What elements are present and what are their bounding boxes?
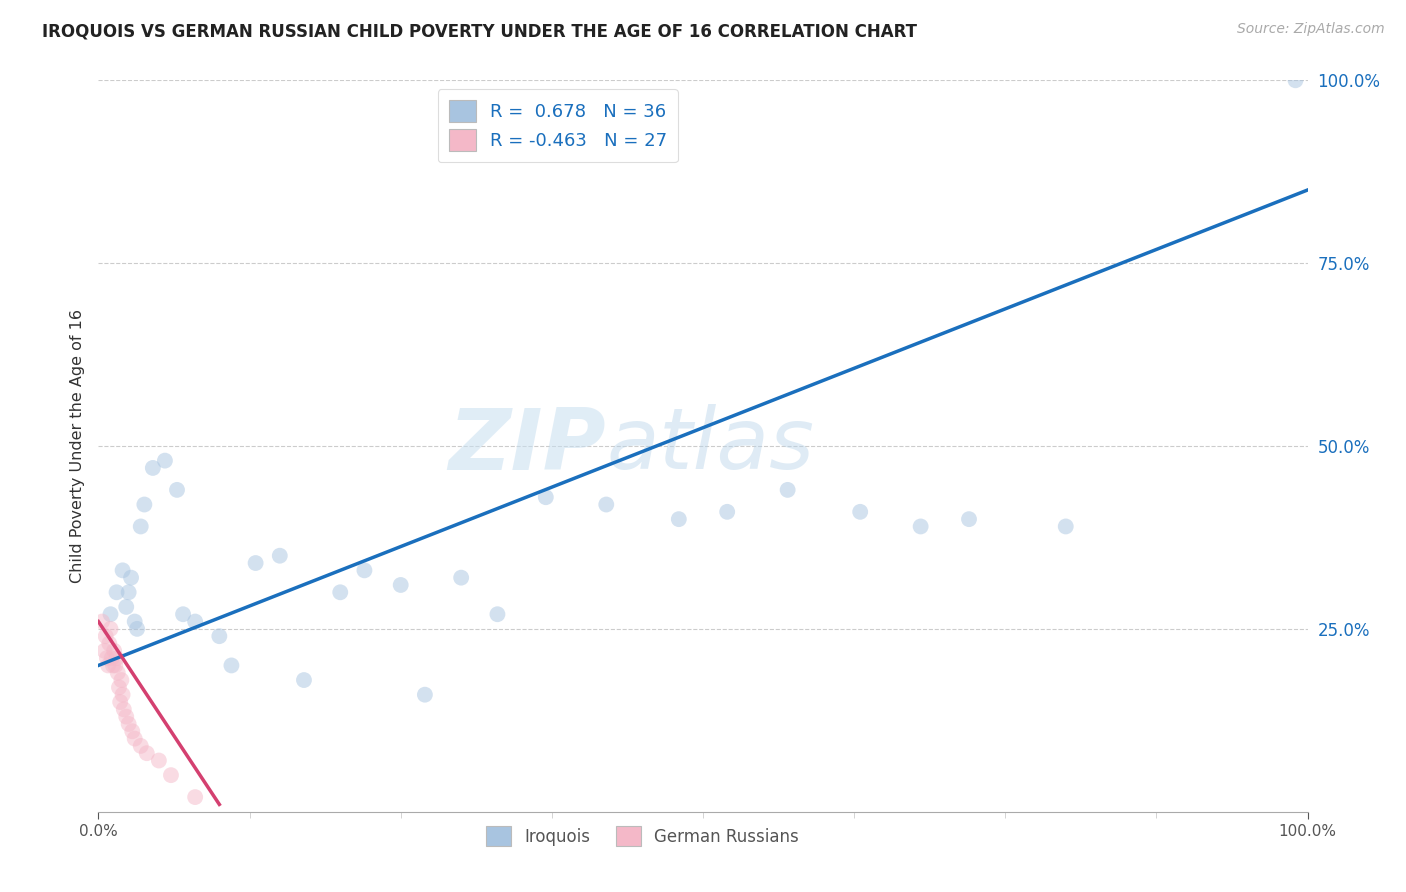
Point [124,731,146,746]
Point [103,644,125,658]
Point [329,585,352,599]
Point [135,746,157,760]
Point [172,607,194,622]
Point [105,651,128,665]
Point [221,658,243,673]
Point [129,519,152,533]
Point [118,717,141,731]
Point [97,658,120,673]
Point [292,673,315,687]
Point [910,519,932,533]
Point [93,644,115,658]
Point [101,658,124,673]
Point [269,549,291,563]
Point [245,556,267,570]
Point [105,585,128,599]
Point [184,790,207,805]
Point [208,629,231,643]
Point [353,563,375,577]
Point [100,607,122,622]
Point [108,695,131,709]
Point [184,615,207,629]
Point [121,724,143,739]
Point [98,636,121,650]
Point [100,651,122,665]
Point [486,607,509,622]
Point [148,754,170,768]
Point [142,461,165,475]
Point [668,512,690,526]
Legend: Iroquois, German Russians: Iroquois, German Russians [478,818,807,855]
Point [100,622,122,636]
Point [108,681,131,695]
Point [94,629,117,643]
Point [112,702,135,716]
Point [134,498,156,512]
Point [127,622,149,636]
Point [129,739,152,753]
Point [111,563,134,577]
Point [96,651,118,665]
Text: atlas: atlas [606,404,814,488]
Point [776,483,799,497]
Point [1284,73,1306,87]
Point [153,453,176,467]
Point [595,498,617,512]
Point [124,615,146,629]
Point [110,673,132,687]
Point [91,615,114,629]
Point [115,709,138,723]
Point [118,585,141,599]
Point [413,688,436,702]
Text: Source: ZipAtlas.com: Source: ZipAtlas.com [1237,22,1385,37]
Point [166,483,188,497]
Y-axis label: Child Poverty Under the Age of 16: Child Poverty Under the Age of 16 [69,309,84,583]
Point [120,571,142,585]
Point [450,571,472,585]
Point [534,490,557,504]
Point [115,599,138,614]
Text: IROQUOIS VS GERMAN RUSSIAN CHILD POVERTY UNDER THE AGE OF 16 CORRELATION CHART: IROQUOIS VS GERMAN RUSSIAN CHILD POVERTY… [42,22,917,40]
Text: ZIP: ZIP [449,404,606,488]
Point [111,688,134,702]
Point [107,665,129,680]
Point [104,658,127,673]
Point [957,512,980,526]
Point [716,505,738,519]
Point [160,768,183,782]
Point [849,505,872,519]
Point [389,578,412,592]
Point [1054,519,1077,533]
